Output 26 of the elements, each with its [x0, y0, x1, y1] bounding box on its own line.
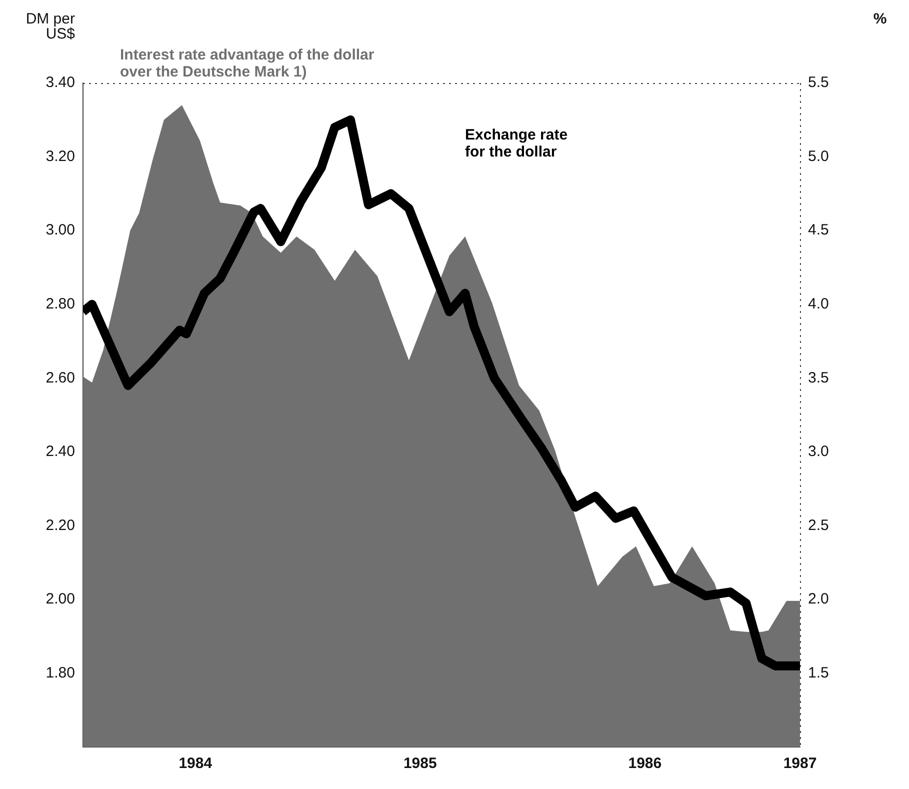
y-tick-label: 2.80 — [46, 295, 75, 312]
y-tick-label: 2.20 — [46, 516, 75, 534]
y-tick-label: 1.80 — [46, 664, 75, 682]
x-tick-label: 1987 — [783, 755, 817, 772]
y2-tick-label: 5.0 — [808, 148, 829, 165]
y2-tick-label: 3.0 — [808, 443, 829, 460]
x-tick-label: 1986 — [628, 755, 662, 772]
y-tick-label: 2.60 — [46, 369, 75, 386]
y2-tick-label: 5.5 — [808, 74, 829, 92]
y2-axis-title: % — [873, 10, 887, 28]
text: Interest rate advantage of the dollar over the Deutsche Mark 1) — [120, 46, 374, 81]
x-tick-label: 1984 — [178, 755, 213, 772]
y-tick-label: 3.00 — [46, 222, 75, 239]
y-axis-title: DM per US$ — [26, 10, 76, 43]
y2-tick-label: 4.0 — [808, 295, 829, 312]
y2-tick-label: 2.0 — [808, 590, 829, 608]
y2-tick-label: 2.5 — [808, 516, 829, 534]
y2-tick-label: 1.5 — [808, 664, 829, 682]
y-tick-label: 2.00 — [46, 590, 75, 608]
y-tick-label: 2.40 — [46, 443, 75, 460]
y2-tick-label: 4.5 — [808, 222, 829, 239]
y-tick-label: 3.40 — [46, 74, 75, 92]
y-tick-label: 3.20 — [46, 148, 75, 165]
text: Exchange rate for the dollar — [465, 126, 568, 161]
x-tick-label: 1985 — [403, 755, 437, 772]
y2-tick-label: 3.5 — [808, 369, 829, 386]
